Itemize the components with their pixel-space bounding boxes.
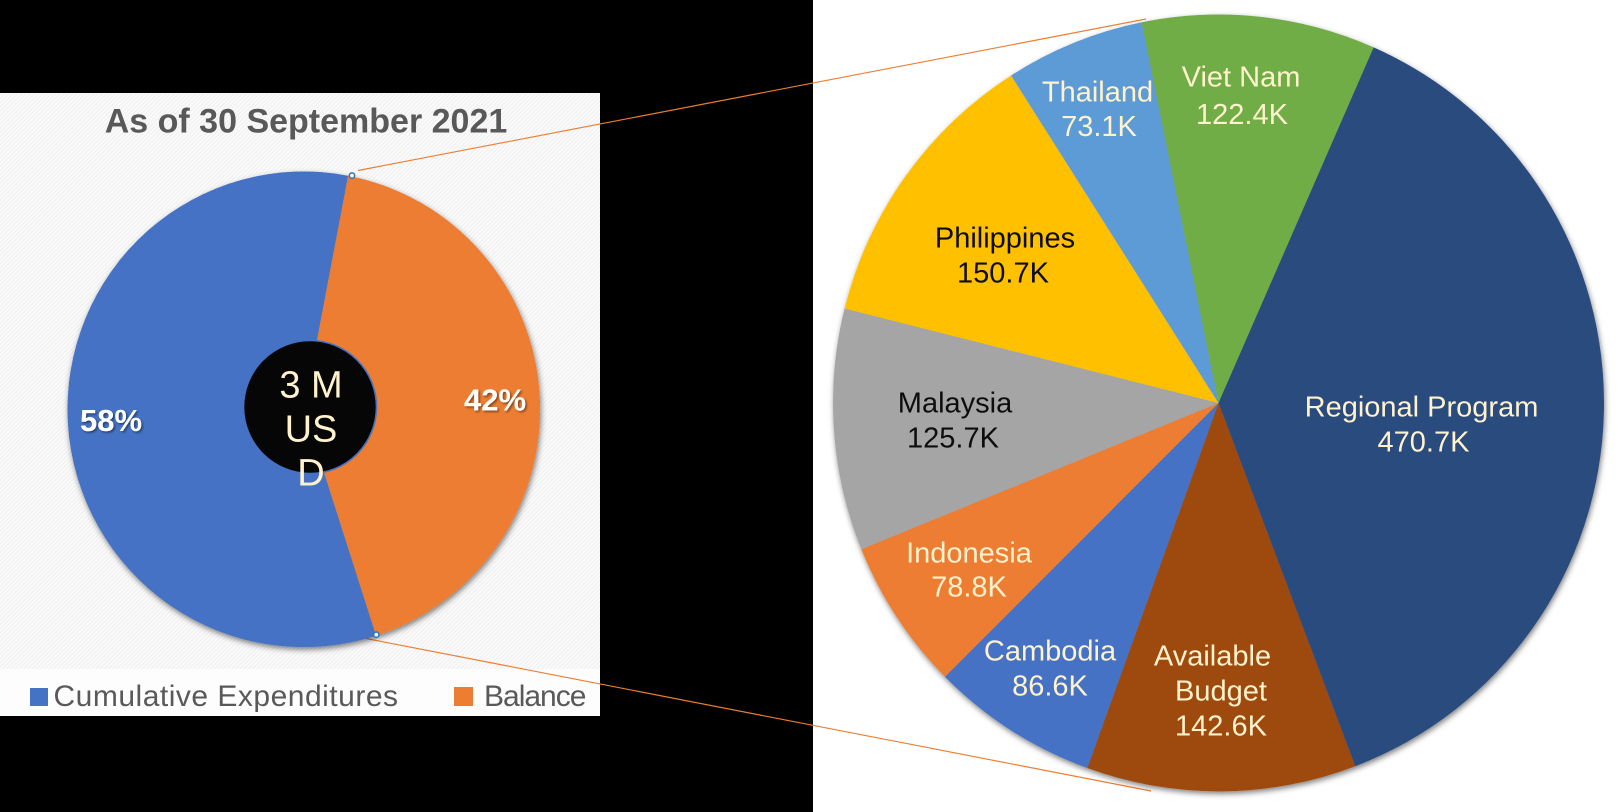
svg-text:Regional Program: Regional Program [1305, 392, 1539, 424]
svg-text:470.7K: 470.7K [1378, 427, 1471, 459]
svg-text:3 M: 3 M [279, 365, 342, 407]
svg-text:Cumulative Expenditures: Cumulative Expenditures [54, 680, 399, 713]
svg-text:78.8K: 78.8K [931, 572, 1007, 604]
svg-text:Balance: Balance [484, 680, 586, 713]
svg-text:Cambodia: Cambodia [984, 636, 1117, 668]
svg-text:Viet Nam: Viet Nam [1182, 62, 1301, 94]
svg-text:142.6K: 142.6K [1175, 711, 1268, 743]
svg-text:125.7K: 125.7K [907, 423, 1000, 455]
svg-text:Philippines: Philippines [935, 223, 1075, 255]
svg-text:Budget: Budget [1175, 676, 1267, 708]
svg-text:150.7K: 150.7K [957, 258, 1050, 290]
svg-text:42%: 42% [464, 383, 526, 418]
svg-text:Thailand: Thailand [1042, 77, 1153, 109]
svg-text:As of 30 September 2021: As of 30 September 2021 [105, 103, 508, 141]
svg-text:Indonesia: Indonesia [906, 538, 1033, 570]
svg-text:122.4K: 122.4K [1196, 99, 1289, 131]
svg-text:86.6K: 86.6K [1012, 671, 1088, 703]
svg-text:58%: 58% [80, 403, 142, 438]
svg-text:D: D [297, 453, 324, 495]
svg-text:Available: Available [1154, 641, 1271, 673]
svg-text:73.1K: 73.1K [1061, 111, 1137, 143]
svg-text:Malaysia: Malaysia [898, 388, 1013, 420]
svg-text:US: US [285, 409, 338, 451]
